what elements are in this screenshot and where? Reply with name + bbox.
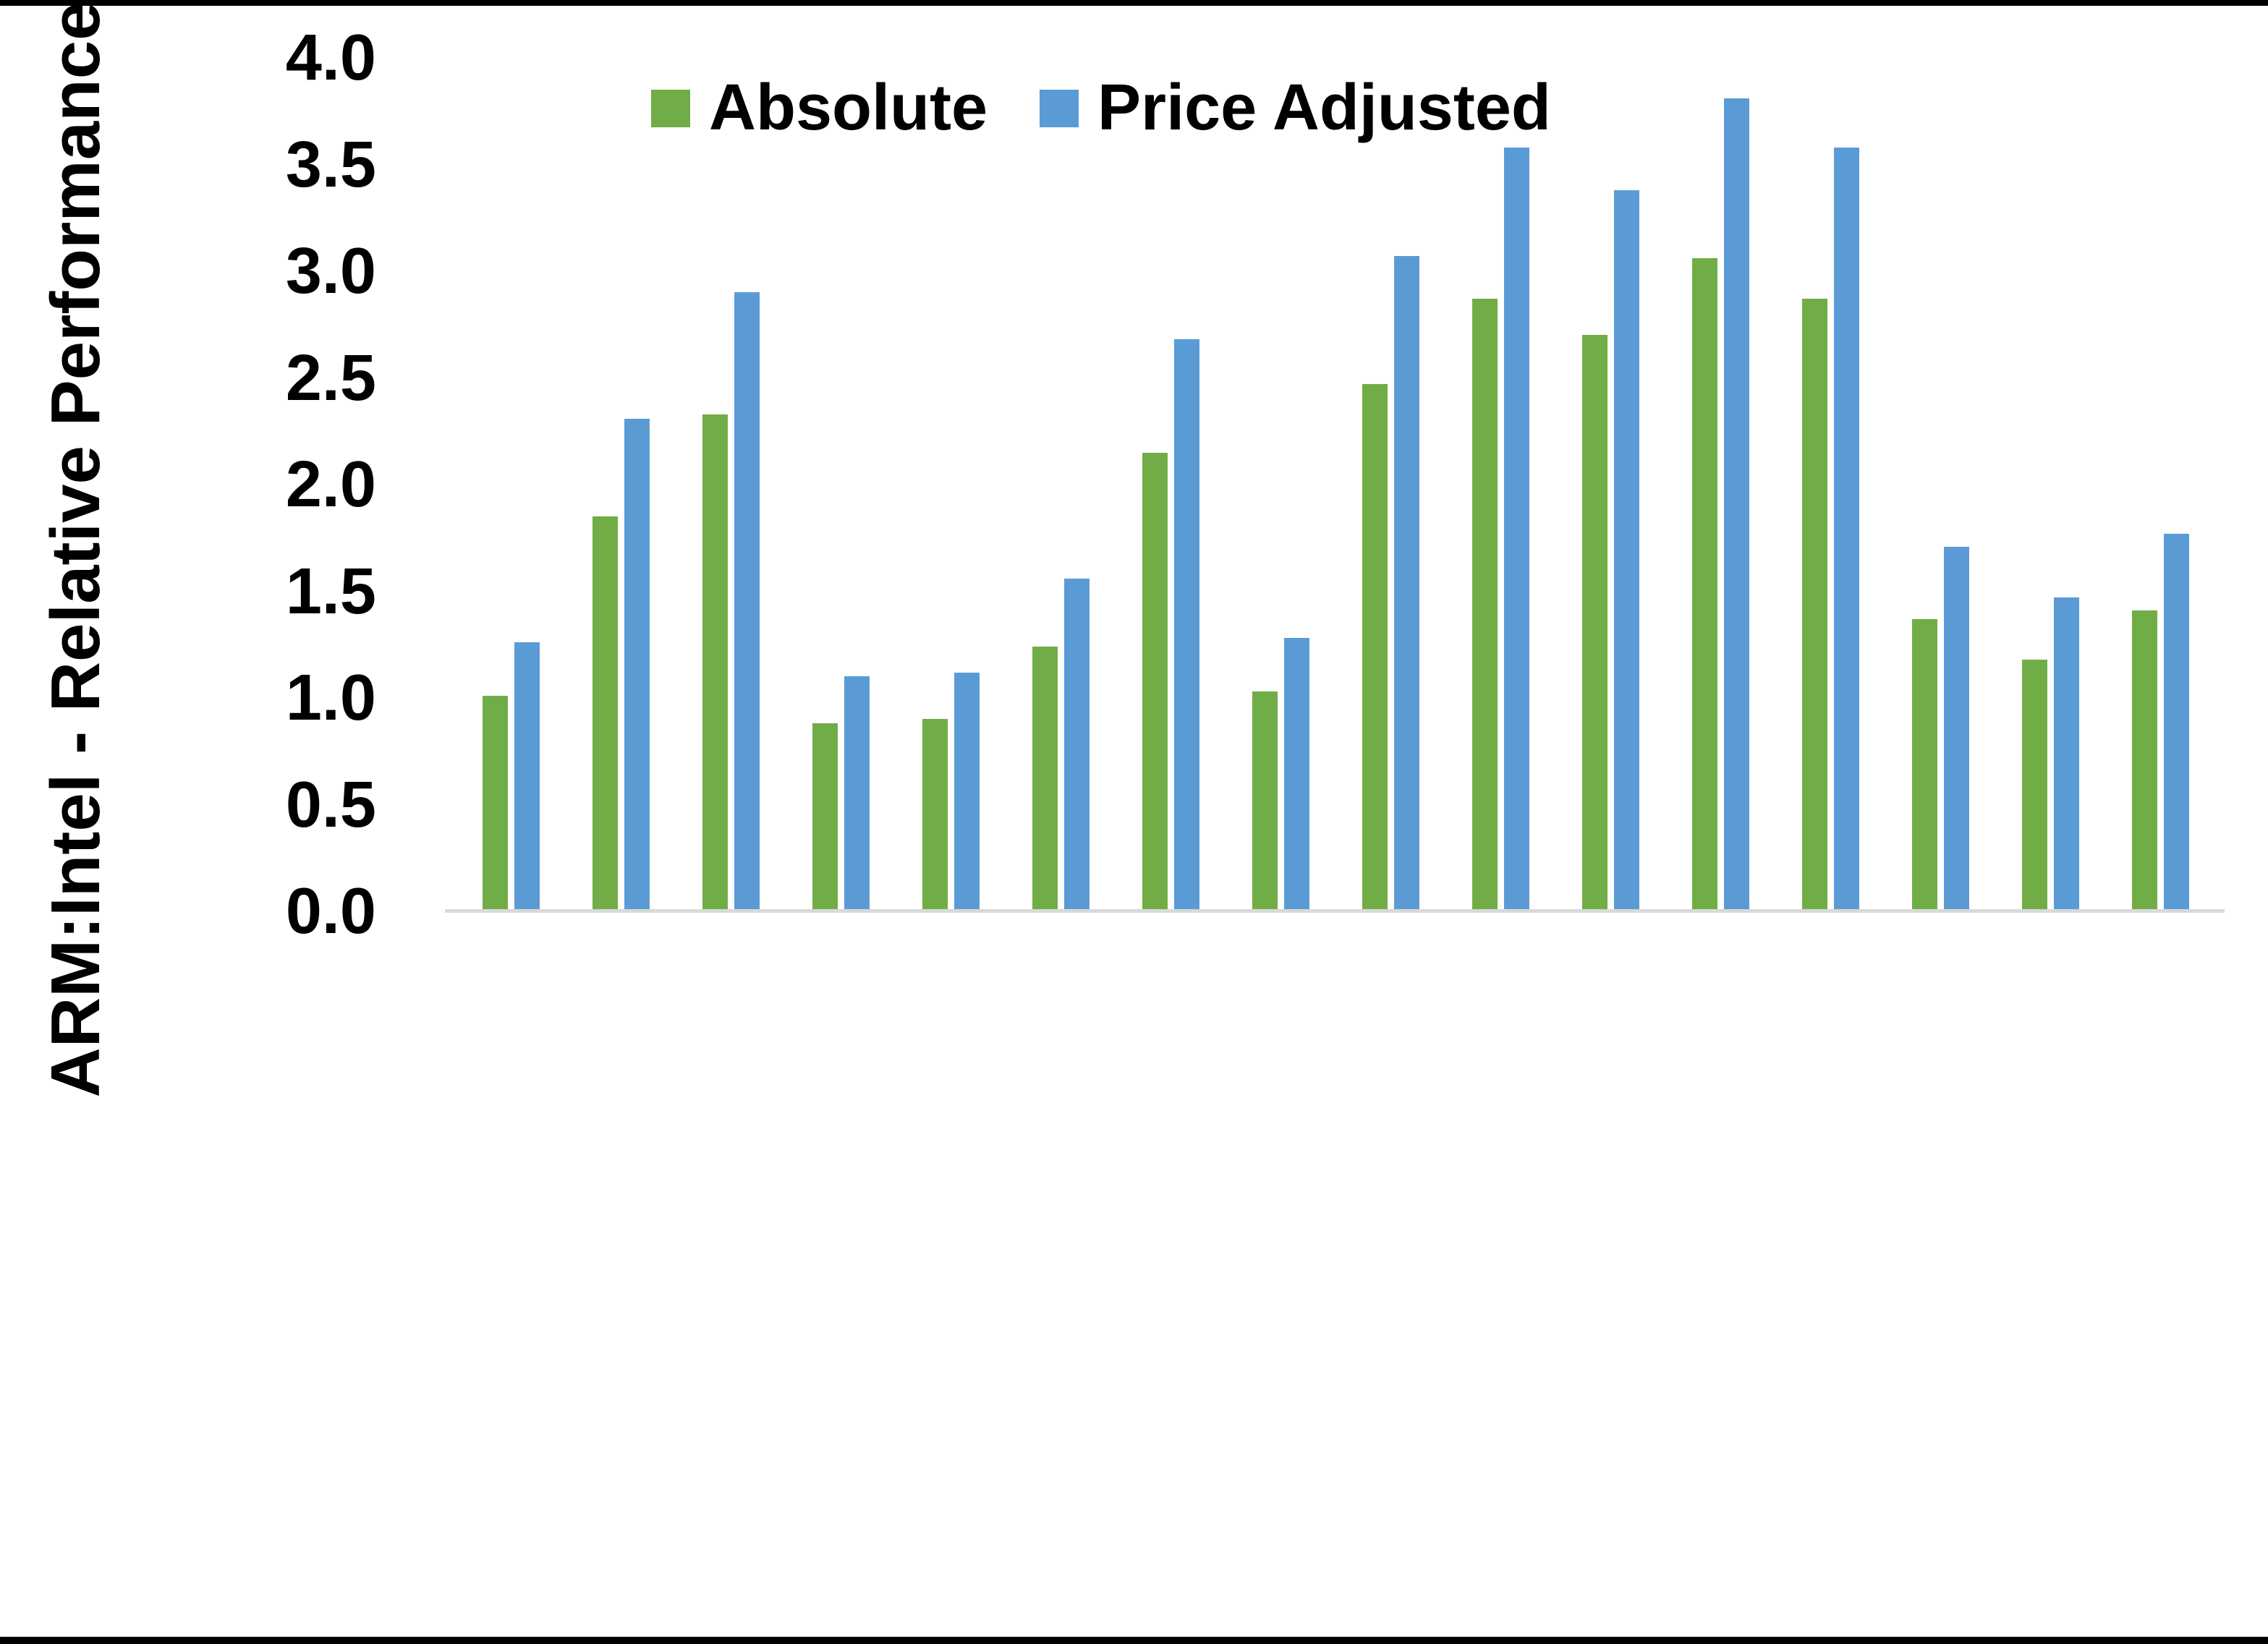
bar-absolute (1142, 453, 1168, 911)
bar-price-adjusted (1504, 148, 1530, 911)
bar-group (1996, 58, 2106, 911)
bar-group (1776, 58, 1886, 911)
bar-group (1226, 58, 1335, 911)
y-tick-label: 2.5 (285, 341, 376, 414)
bar-group (896, 58, 1006, 911)
y-tick-label: 4.0 (285, 22, 376, 94)
bar-absolute (1252, 691, 1278, 911)
bar-absolute (1582, 335, 1608, 911)
bar-group (1666, 58, 1776, 911)
bar-absolute (1802, 299, 1828, 911)
bar-group (1556, 58, 1666, 911)
bar-price-adjusted (844, 676, 870, 911)
bottom-edge-line (0, 1637, 2268, 1644)
top-edge-line (0, 0, 2268, 6)
y-axis-title: ARM:Intel - Relative Performance (37, 1, 114, 1098)
legend-swatch-price-adjusted (1040, 89, 1079, 127)
bar-price-adjusted (1834, 148, 1860, 911)
bar-group (1336, 58, 1446, 911)
y-tick-label: 2.0 (285, 448, 376, 521)
bar-price-adjusted (514, 642, 540, 911)
legend: Absolute Price Adjusted (651, 71, 1551, 145)
bar-absolute (702, 414, 728, 911)
bar-group (676, 58, 786, 911)
y-tick-label: 0.0 (285, 875, 376, 947)
legend-label-price-adjusted: Price Adjusted (1097, 72, 1551, 144)
bar-price-adjusted (1283, 638, 1309, 911)
y-tick-label: 3.5 (285, 128, 376, 201)
bar-group (1886, 58, 1996, 911)
bar-absolute (482, 696, 508, 911)
bar-price-adjusted (2054, 597, 2080, 911)
bar-group (1446, 58, 1556, 911)
bar-absolute (1472, 299, 1498, 911)
bar-price-adjusted (1614, 190, 1640, 911)
bar-price-adjusted (624, 419, 650, 911)
legend-label-absolute: Absolute (709, 72, 988, 144)
y-tick-label: 1.5 (285, 555, 376, 628)
bar-price-adjusted (1944, 547, 1970, 911)
bar-group (566, 58, 676, 911)
bar-price-adjusted (1063, 579, 1090, 911)
bar-price-adjusted (954, 673, 980, 911)
bar-group (2106, 58, 2216, 911)
bar-group (1006, 58, 1116, 911)
bar-absolute (1692, 258, 1718, 911)
bar-absolute (1912, 619, 1938, 911)
bar-absolute (812, 723, 838, 911)
bar-price-adjusted (734, 292, 760, 911)
bar-group (1116, 58, 1226, 911)
bar-absolute (592, 516, 618, 911)
bar-group (786, 58, 896, 911)
plot-area (456, 58, 2216, 911)
bar-price-adjusted (1724, 98, 1750, 911)
bar-absolute (2132, 610, 2158, 911)
y-tick-label: 0.5 (285, 768, 376, 841)
legend-item-absolute: Absolute (651, 71, 988, 145)
bar-absolute (2022, 660, 2048, 911)
bar-absolute (922, 719, 948, 911)
bar-price-adjusted (2164, 534, 2190, 911)
legend-swatch-absolute (651, 89, 690, 127)
bar-price-adjusted (1394, 256, 1420, 911)
legend-item-price-adjusted: Price Adjusted (1040, 71, 1551, 145)
x-axis-line (445, 909, 2225, 913)
bar-price-adjusted (1173, 339, 1199, 911)
y-tick-label: 3.0 (285, 235, 376, 307)
bar-absolute (1032, 647, 1058, 911)
bar-group (456, 58, 566, 911)
bar-absolute (1362, 384, 1388, 911)
y-tick-label: 1.0 (285, 662, 376, 734)
